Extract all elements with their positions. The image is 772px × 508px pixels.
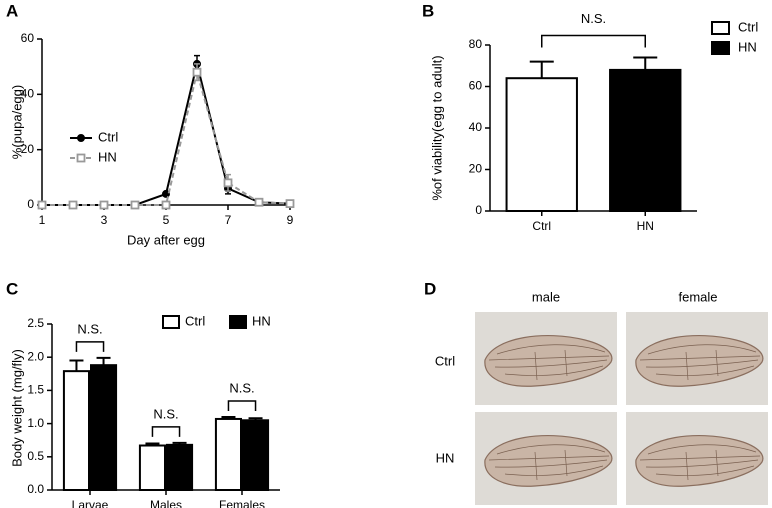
bar [90,364,118,491]
marker [254,197,264,207]
y-axis-title: %of viability(egg to adult) [429,55,444,200]
annotation: N.S. [229,380,254,395]
error-bar [69,359,84,372]
y-tick-label: 80 [469,37,483,51]
legend-label: HN [738,39,757,54]
bar [505,77,578,212]
marker [223,178,233,188]
legend-swatch [162,315,180,329]
y-tick-label: 2.0 [27,349,44,363]
y-axis-title: Body weight (mg/fly) [9,349,24,467]
y-tick-label: 20 [21,142,35,156]
bar [62,370,90,492]
y-tick-label: 1.5 [27,383,44,397]
significance-bracket [75,341,105,352]
legend-marker [76,153,86,163]
y-tick-label: 0.0 [27,482,44,496]
marker [192,67,202,77]
error-bar [529,60,554,79]
annotation: N.S. [77,321,102,336]
error-bar [96,356,111,366]
bar [214,417,242,491]
x-tick-label: HN [637,219,654,233]
x-tick-label: 7 [225,213,232,227]
legend-label: Ctrl [185,313,205,328]
significance-bracket [151,426,181,437]
y-axis-title: %(pupa/egg) [9,85,24,159]
row-label: Ctrl [435,353,455,368]
wing-photo [625,411,769,506]
x-axis-title: Day after egg [127,232,205,247]
legend-swatch [711,21,730,35]
y-tick-label: 2.5 [27,316,44,330]
significance-bracket [541,34,646,48]
marker [99,200,109,210]
x-tick-label: 1 [39,213,46,227]
legend-marker [77,134,85,142]
y-tick-label: 40 [21,87,35,101]
y-tick-label: 60 [469,79,483,93]
wing-images [474,311,769,506]
significance-bracket [227,400,257,411]
annotation: N.S. [153,406,178,421]
x-tick-label: 5 [163,213,170,227]
legend-label: HN [252,313,271,328]
y-tick-label: 20 [469,162,483,176]
marker [162,189,170,198]
x-tick-label: 3 [101,213,108,227]
row-label: HN [436,450,455,465]
legend-swatch [229,315,247,329]
y-tick-label: 0 [27,197,34,211]
y-tick-label: 40 [469,120,483,134]
y-tick-label: 0 [475,203,482,217]
bar [138,444,166,491]
marker [130,200,140,210]
legend-swatch [711,41,730,55]
panel-letter: D [424,279,436,298]
annotation: N.S. [581,11,606,26]
marker [161,200,171,210]
bar [242,419,270,491]
x-tick-label: Males [150,498,182,508]
panel-letter: B [422,1,434,20]
y-tick-label: 60 [21,31,35,45]
wing-photo [474,311,618,406]
panel-letter: A [6,1,18,20]
bar [609,68,682,213]
column-label: female [678,289,717,304]
wing-photo [625,311,769,406]
marker [285,199,295,209]
legend-label: Ctrl [98,129,118,144]
y-tick-label: 1.0 [27,416,44,430]
legend-label: HN [98,149,117,164]
x-tick-label: Larvae [72,498,109,508]
column-label: male [532,289,560,304]
y-tick-label: 0.5 [27,449,44,463]
wing-photo [474,411,618,506]
marker [68,200,78,210]
marker [37,200,47,210]
x-tick-label: 9 [287,213,294,227]
error-bar [633,56,658,70]
x-tick-label: Ctrl [532,219,551,233]
x-tick-label: Females [219,498,265,508]
legend-label: Ctrl [738,19,758,34]
bar [166,443,194,491]
panel-letter: C [6,279,18,298]
